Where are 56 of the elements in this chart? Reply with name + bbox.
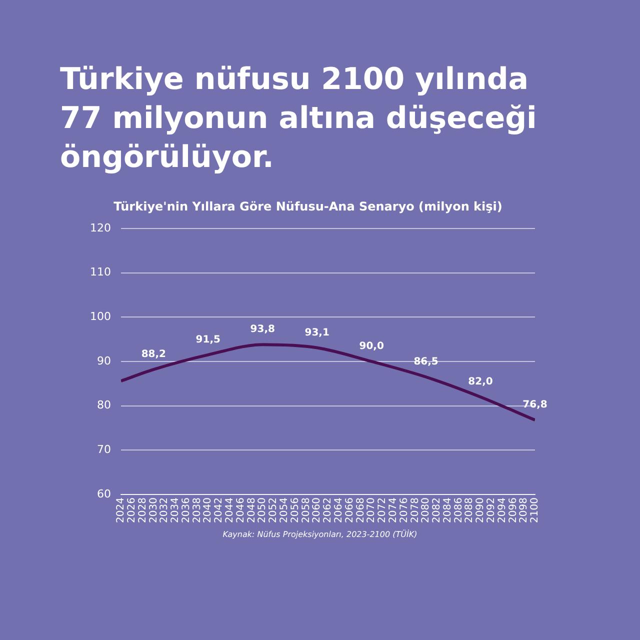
x-tick-label: 2098 [518,498,530,524]
data-label: 90,0 [359,341,384,352]
x-tick-label: 2050 [257,498,268,524]
x-tick-label: 2040 [202,498,214,524]
x-tick-label: 2046 [235,498,246,524]
y-tick-label: 90 [96,354,111,368]
chart-title: Türkiye nüfusu 2100 yılında 77 milyonun altına düşeceği öngörülüyor. [60,61,538,177]
x-tick-label: 2068 [355,498,366,524]
text: Kaynak: Nüfus Projeksiyonları, 2023-2100 (TÜİK) [222,530,418,539]
y-tick-label: 80 [96,398,111,412]
x-tick-label: 2058 [300,498,312,524]
x-tick-label: 2066 [344,498,356,524]
y-tick-label: 100 [90,310,111,323]
x-tick-label: 2052 [268,498,280,524]
data-label: 93,1 [304,327,330,338]
x-tick-label: 2080 [420,498,432,524]
x-tick-label: 2048 [246,498,258,524]
x-tick-label: 2072 [377,498,388,524]
x-tick-label: 2056 [290,498,301,524]
chart-subtitle: Türkiye'nin Yıllara Göre Nüfusu-Ana Senaryo (milyon kişi) [114,199,502,214]
x-tick-label: 2054 [279,498,290,524]
x-tick-label: 2088 [464,498,476,524]
x-tick-label: 2036 [180,498,192,524]
x-tick-label: 2084 [442,498,454,524]
y-tick-label: 120 [90,221,111,234]
x-tick-label: 2034 [170,498,182,524]
x-tick-label: 2062 [322,498,334,524]
x-tick-label: 2094 [496,498,508,524]
x-tick-label: 2078 [410,498,421,524]
data-label: 91,5 [196,334,221,346]
x-tick-label: 2032 [159,498,170,524]
x-tick-label: 2070 [366,498,378,524]
x-tick-label: 2082 [432,498,443,524]
x-tick-label: 2024 [116,498,127,524]
x-tick-label: 2026 [126,498,138,524]
x-tick-label: 2074 [388,498,399,524]
x-tick-label: 2086 [453,498,464,524]
x-tick-label: 2096 [508,498,519,524]
x-tick-label: 2028 [137,498,148,524]
x-tick-label: 2076 [398,498,410,524]
data-label: 82,0 [468,376,493,388]
x-tick-label: 2100 [530,498,541,524]
data-label: 88,2 [141,349,166,360]
x-tick-label: 2064 [333,498,344,524]
x-tick-label: 2042 [214,498,225,524]
y-tick-label: 70 [96,443,111,456]
x-tick-label: 2038 [192,498,203,524]
x-tick-label: 2090 [475,498,486,524]
x-tick-label: 2044 [224,498,236,524]
x-tick-label: 2030 [148,498,160,524]
y-tick-label: 110 [90,266,111,279]
data-label: 76,8 [522,400,548,411]
data-label: 93,8 [250,324,275,336]
x-tick-label: 2060 [312,498,323,524]
y-tick-label: 60 [96,487,111,500]
x-tick-label: 2092 [486,498,498,524]
